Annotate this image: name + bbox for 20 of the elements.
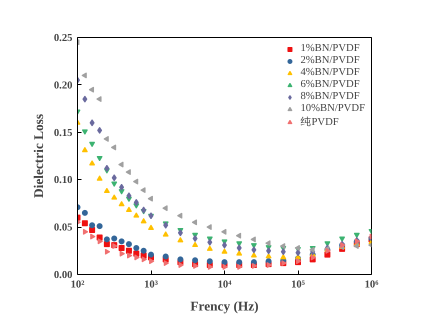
legend-label: 8%BN/PVDF (300, 91, 360, 102)
x-tick-label: 10⁴ (218, 280, 232, 290)
legend-label: 2%BN/PVDF (300, 55, 360, 66)
x-tick-label: 10³ (144, 280, 158, 290)
x-tick-label: 10⁶ (364, 280, 378, 290)
y-tick-label: 0.10 (54, 175, 73, 186)
legend-label: 6%BN/PVDF (300, 79, 360, 90)
y-tick-label: 0.05 (54, 222, 73, 234)
x-tick-label: 10⁵ (291, 280, 305, 290)
legend-label: 10%BN/PVDF (300, 103, 365, 114)
legend-label: 4%BN/PVDF (300, 67, 360, 78)
y-tick-label: 0.15 (54, 128, 73, 139)
x-tick-label: 10² (70, 280, 84, 290)
x-axis-title: Frency (Hz) (190, 298, 259, 314)
y-tick-label: 0.25 (54, 33, 73, 44)
y-axis-title: Dielectric Loss (30, 114, 46, 198)
legend-label: 1%BN/PVDF (300, 43, 360, 54)
legend-label: 纯PVDF (300, 116, 339, 129)
y-tick-label: 0.20 (54, 80, 73, 92)
y-tick-label: 0.00 (54, 270, 73, 281)
